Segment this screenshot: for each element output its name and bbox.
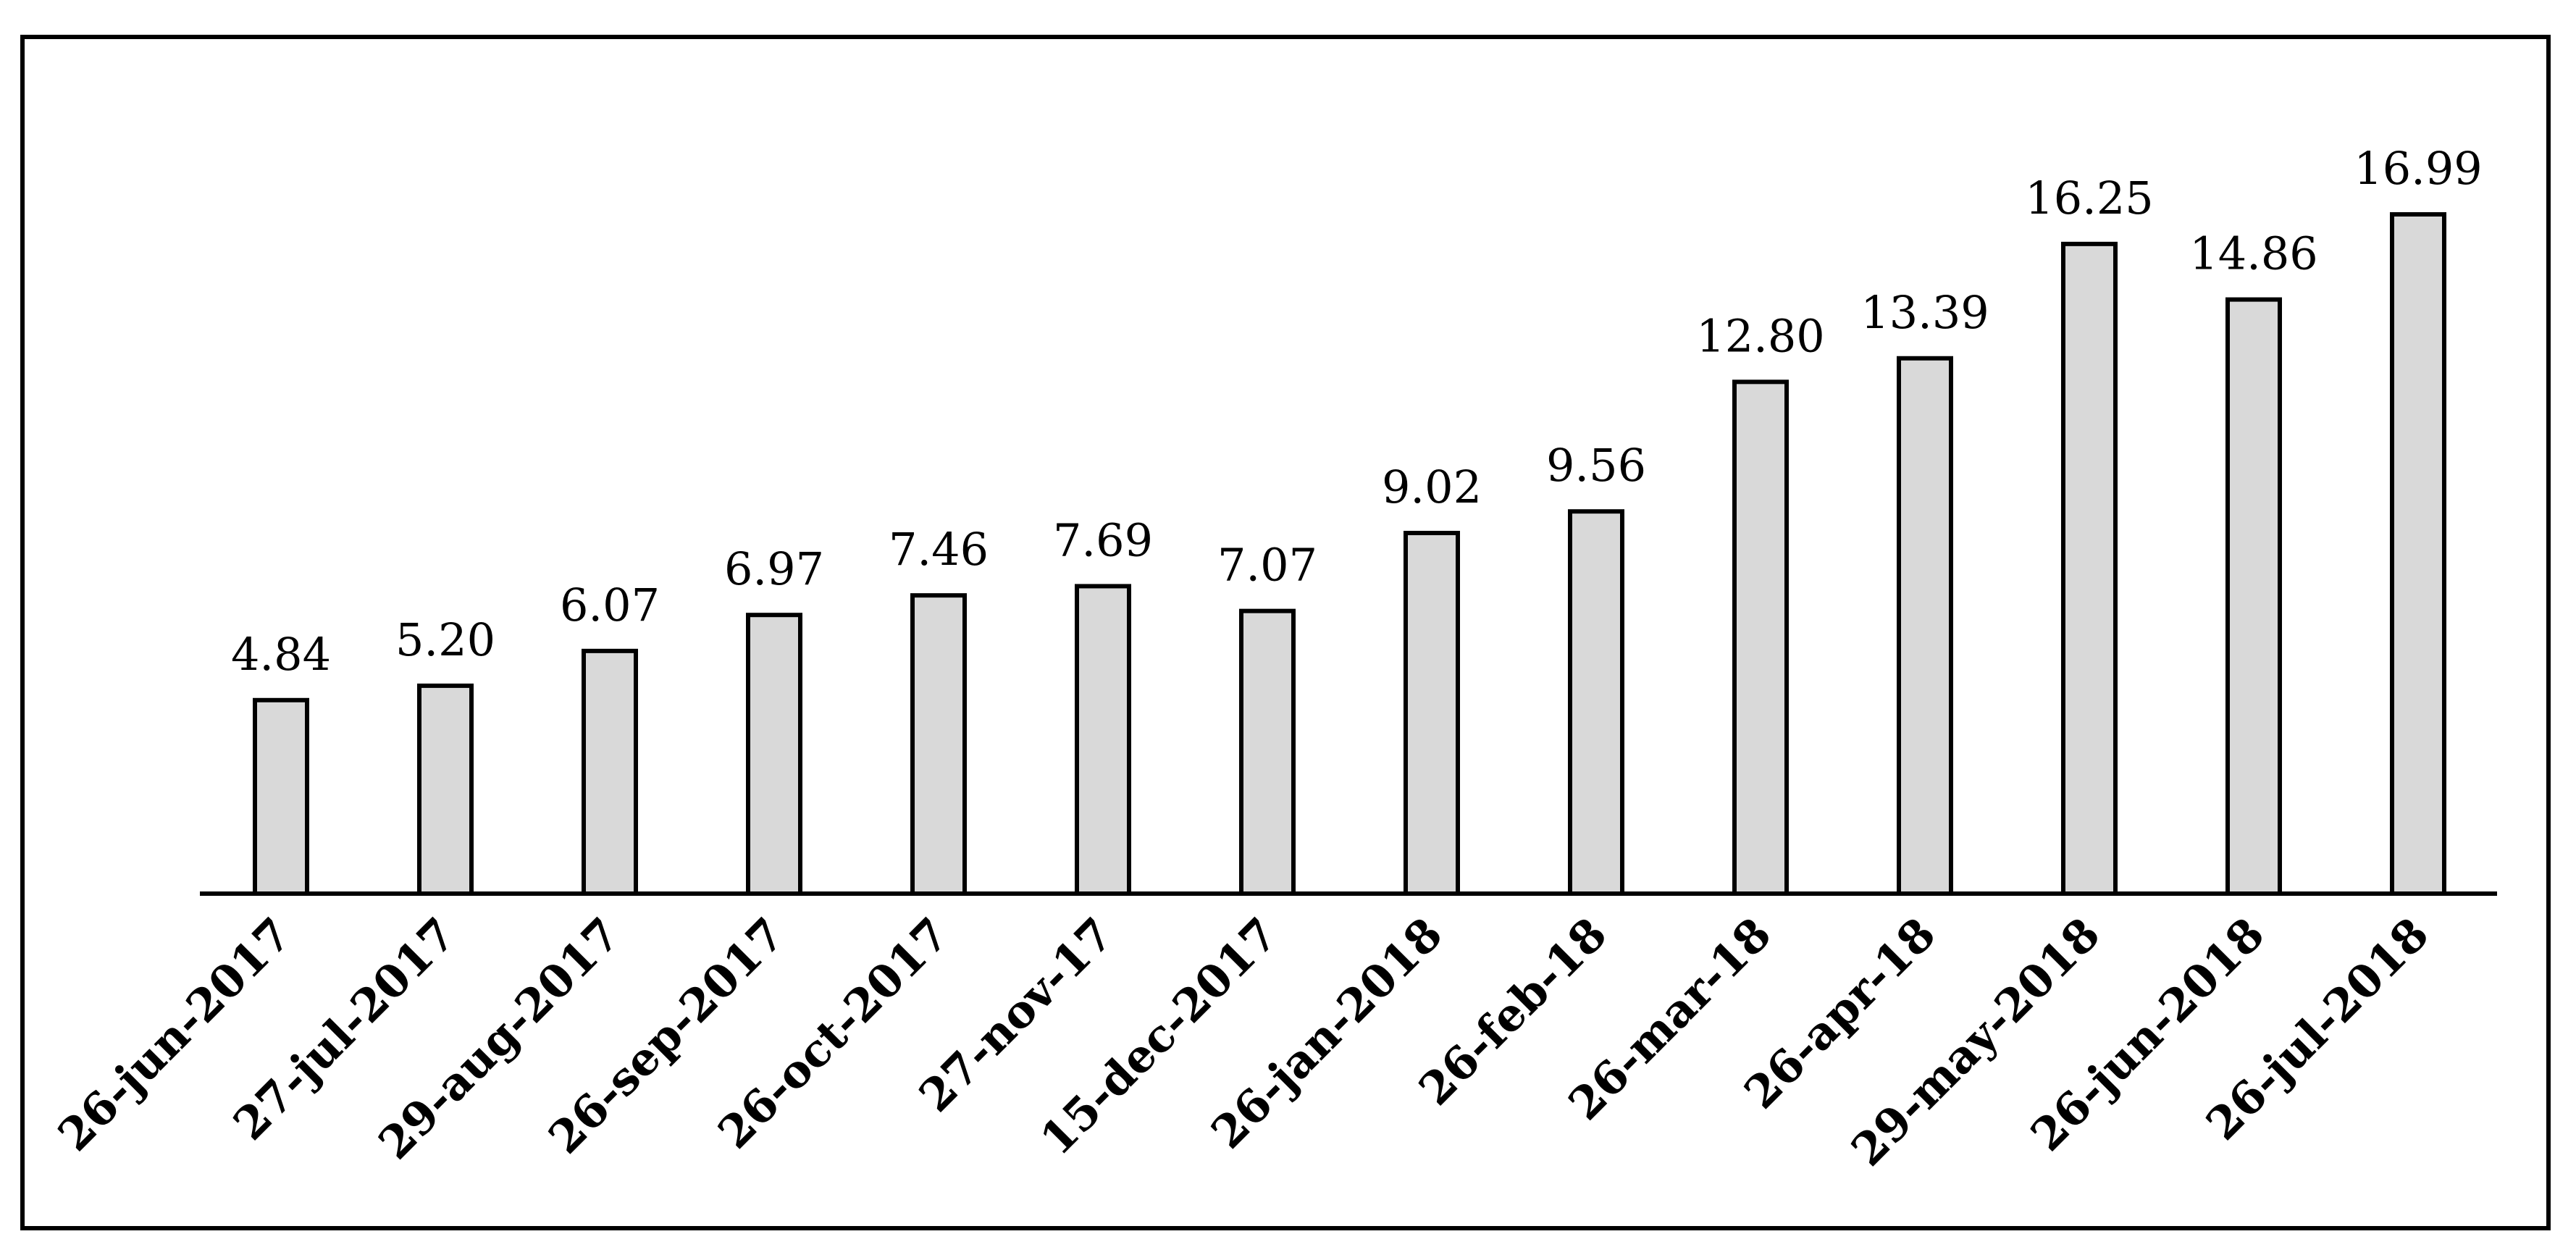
bars-layer <box>253 212 2446 897</box>
data-label-26-apr-18: 13.39 <box>1860 286 1989 339</box>
bar-27-jul-2017 <box>417 683 474 896</box>
data-label-26-oct-2017: 7.46 <box>889 523 989 576</box>
data-label-26-sep-2017: 6.97 <box>724 542 824 595</box>
bar-29-may-2018 <box>2061 241 2118 896</box>
bar-26-apr-18 <box>1897 356 1953 896</box>
bar-26-feb-18 <box>1568 509 1624 896</box>
bar-26-jun-2018 <box>2225 297 2282 897</box>
bar-26-mar-18 <box>1732 379 1789 896</box>
bar-26-jul-2018 <box>2390 212 2446 896</box>
bar-29-aug-2017 <box>582 648 638 897</box>
bar-26-sep-2017 <box>746 613 802 897</box>
data-label-27-jul-2017: 5.20 <box>395 613 495 666</box>
data-label-29-may-2018: 16.25 <box>2025 172 2154 224</box>
data-label-26-jul-2018: 16.99 <box>2354 142 2483 195</box>
category-labels-layer: 26-jun-201727-jul-201729-aug-201726-sep-… <box>48 907 2439 1176</box>
bar-26-jun-2017 <box>253 697 309 896</box>
chart-frame: 4.84 5.20 6.07 6.97 7.46 7.69 7.07 9.02 9.56 12.8… <box>20 35 2551 1230</box>
data-label-27-nov-17: 7.69 <box>1053 513 1153 566</box>
bar-27-nov-17 <box>1075 584 1131 896</box>
data-label-29-aug-2017: 6.07 <box>560 579 660 631</box>
data-label-26-jun-2017: 4.84 <box>231 628 331 681</box>
value-labels-layer: 4.84 5.20 6.07 6.97 7.46 7.69 7.07 9.02 9.56 12.8… <box>231 142 2483 681</box>
bar-chart: 4.84 5.20 6.07 6.97 7.46 7.69 7.07 9.02 9.56 12.8… <box>48 142 2497 1176</box>
data-label-26-jan-2018: 9.02 <box>1382 461 1482 513</box>
data-label-26-jun-2018: 14.86 <box>2189 227 2318 280</box>
bar-26-jan-2018 <box>1404 531 1460 897</box>
data-label-26-feb-18: 9.56 <box>1546 439 1646 492</box>
bar-26-oct-2017 <box>910 593 967 896</box>
data-label-26-mar-18: 12.80 <box>1696 309 1825 362</box>
data-label-15-dec-2017: 7.07 <box>1217 539 1317 592</box>
bar-15-dec-2017 <box>1239 608 1296 896</box>
